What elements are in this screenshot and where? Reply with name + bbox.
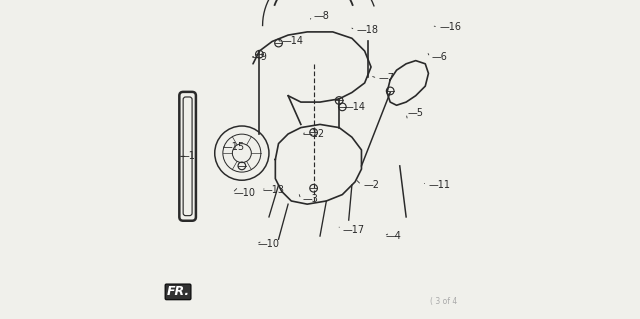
Text: —3: —3 <box>303 194 318 204</box>
Text: —16: —16 <box>440 22 461 32</box>
Text: FR.: FR. <box>166 286 189 298</box>
Text: —8: —8 <box>314 11 330 21</box>
Text: —6: —6 <box>431 52 447 63</box>
Text: —5: —5 <box>408 108 424 118</box>
Text: —11: —11 <box>428 180 451 190</box>
Text: —7: —7 <box>379 73 395 83</box>
Text: —14: —14 <box>282 36 304 47</box>
Text: —9: —9 <box>252 52 268 63</box>
Text: —4: —4 <box>385 231 401 241</box>
Text: —10: —10 <box>258 239 280 249</box>
Text: —18: —18 <box>356 25 379 35</box>
Text: —2: —2 <box>363 180 379 190</box>
Text: —14: —14 <box>344 102 366 112</box>
Text: —10: —10 <box>234 188 256 198</box>
Text: —13: —13 <box>262 185 285 195</box>
Text: —12: —12 <box>303 129 324 139</box>
Text: —1: —1 <box>180 151 195 161</box>
Text: —17: —17 <box>342 225 364 235</box>
Text: —15: —15 <box>223 142 245 152</box>
Text: ( 3 of 4: ( 3 of 4 <box>430 297 458 306</box>
